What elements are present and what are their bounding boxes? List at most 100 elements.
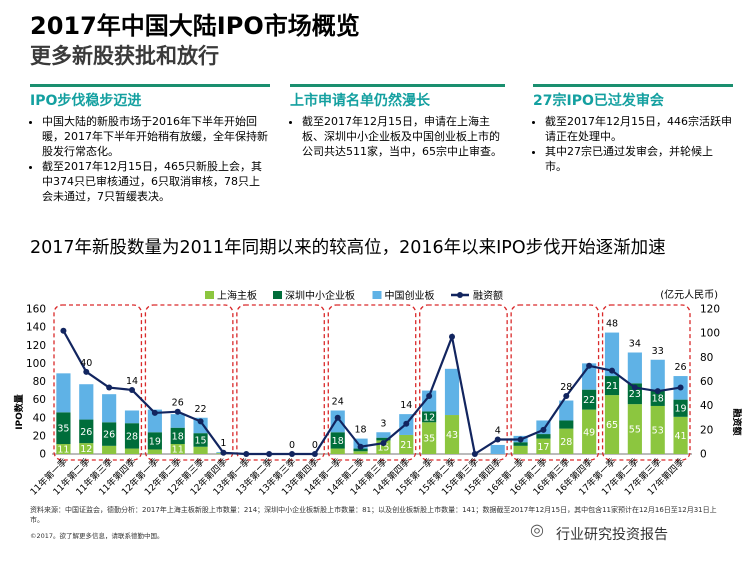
bar-data-label: 19 [149,436,161,447]
info-column-2: 上市申请名单仍然漫长 截至2017年12月15日，申请在上海主板、深圳中小企业板… [290,84,505,159]
bar-segment [124,423,140,449]
funding-point [563,393,570,399]
bar-segment [650,389,665,406]
bar-segment [650,405,665,454]
bar-data-label: 43 [446,430,458,441]
bar-segment [102,422,117,446]
y-right-tick-label: 20 [700,424,713,436]
funding-data-label: 40 [80,358,92,369]
funding-point [517,436,524,443]
legend-label: 上海主板 [217,289,257,302]
year-group-box [601,304,691,461]
bar-segment [444,368,460,416]
y-left-axis-label: IPO数量 [13,394,25,430]
bar-data-label: 18 [652,393,664,404]
funding-point [334,414,341,421]
funding-data-label: 18 [355,425,367,436]
funding-data-label: 3 [380,418,386,429]
funding-data-label: 48 [606,319,618,330]
bar-data-label: 41 [675,431,687,442]
funding-point [380,440,387,447]
bar-segment [170,427,185,445]
bar-segment [536,438,551,454]
funding-point [631,384,638,391]
bar-segment [353,451,368,454]
y-left-tick-label: 80 [33,376,46,388]
y-right-tick-label: 40 [700,400,713,412]
bar-segment [604,376,620,396]
bar-segment [376,437,391,441]
funding-point [197,418,204,425]
funding-point [677,384,684,391]
bar-segment [627,404,642,454]
y-left-tick-label: 140 [26,322,46,334]
funding-point [83,368,90,375]
column-divider [533,84,733,87]
bar-segment [513,442,528,446]
bar-data-label: 23 [629,389,641,400]
copyright: ©2017。欲了解更多信息，请联系德勤中国。 [30,532,164,540]
bar-segment [422,390,437,412]
bar-data-label: 12 [423,412,435,423]
bar-segment [559,400,574,421]
column-divider [290,84,505,87]
funding-data-label: 26 [675,362,687,373]
bar-segment [79,443,94,454]
bar-segment [353,438,368,449]
footnote: 资料来源：中国证监会，德勤分析：2017年上海主板新股上市数量：214；深圳中小… [30,506,717,524]
funding-point [151,409,158,416]
bar-segment [399,434,414,454]
bar-segment [170,414,185,428]
bar-segment [513,445,528,454]
bullet-item: 其中27宗已通过发审会，并轮候上市。 [545,144,733,174]
funding-point [106,384,113,391]
bar-data-label: 19 [675,404,687,415]
bar-data-label: 35 [423,434,435,445]
funding-point [586,362,593,369]
bar-data-label: 28 [126,431,138,442]
legend-swatch [372,291,382,299]
y-left-tick-label: 0 [39,449,46,461]
funding-point [60,327,67,334]
bar-segment [147,432,162,450]
bar-segment [604,332,620,377]
info-column-1: IPO步伐稳步迈进 中国大陆的新股市场于2016年下半年开始回暖，2017年下半… [30,84,270,204]
bar-segment [650,359,665,390]
funding-data-label: 0 [289,440,295,451]
page-title: 2017年中国大陆IPO市场概览 [30,12,360,40]
y-right-tick-label: 100 [700,328,720,340]
bar-data-label: 18 [172,431,184,442]
ipo-chart: 020406080100120140160020406080100120IPO数… [13,288,743,498]
year-group-box [144,304,234,461]
y-left-tick-label: 40 [33,412,46,424]
legend-line-marker [457,292,463,298]
funding-point [403,420,410,427]
bar-segment [627,352,642,384]
bar-data-label: 55 [629,425,641,436]
funding-data-label: 33 [652,346,664,357]
funding-data-label: 1 [220,438,226,449]
funding-point [471,451,478,457]
funding-data-label: 4 [495,426,501,437]
bar-data-label: 28 [560,437,572,448]
bar-segment [353,448,368,452]
funding-point [289,451,295,457]
bar-segment [673,399,688,417]
chart-title: 2017年新股数量为2011年同期以来的较高位，2016年以来IPO步伐开始逐渐… [30,238,666,258]
bar-data-label: 21 [606,381,618,392]
year-group-box [510,304,600,461]
funding-point [243,451,250,457]
funding-data-label: 0 [312,440,318,451]
y-right-tick-label: 120 [700,304,720,316]
funding-data-label: 22 [195,404,207,415]
info-column-3: 27宗IPO已过发审会 截至2017年12月15日，446宗活跃申请正在处理中。… [533,84,733,174]
bar-segment [56,444,71,454]
bullet-item: 截至2017年12月15日，446宗活跃申请正在处理中。 [545,114,733,144]
column-divider [30,84,270,87]
legend-swatch [273,291,282,299]
bar-segment [444,415,460,454]
year-group-box [327,304,417,461]
bar-data-label: 11 [57,445,69,456]
column-heading: 上市申请名单仍然漫长 [290,93,430,109]
unit-label: (亿元人民币) [660,288,718,301]
